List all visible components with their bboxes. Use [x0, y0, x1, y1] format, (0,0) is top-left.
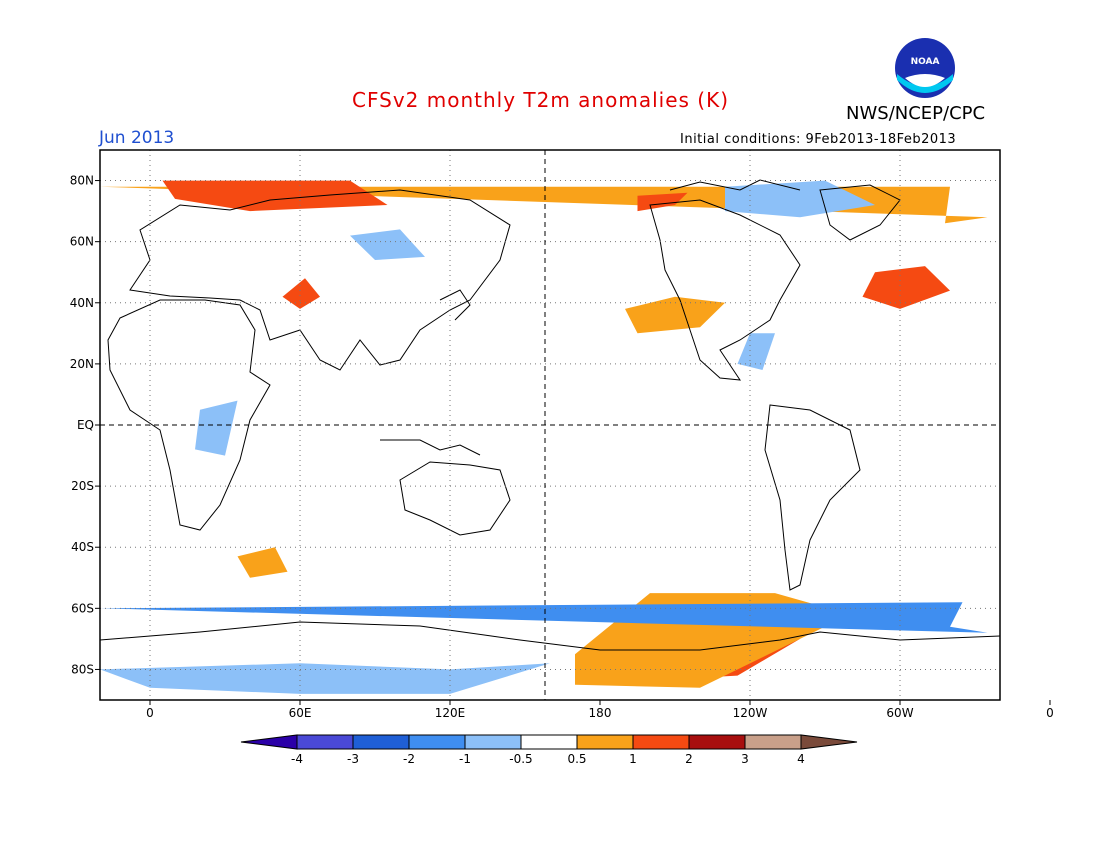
initial-conditions: Initial conditions: 9Feb2013-18Feb2013	[680, 132, 957, 147]
anomaly-region	[725, 180, 875, 218]
lon-tick-label: 60W	[886, 706, 913, 720]
colorbar-label: 0.5	[567, 752, 586, 766]
lon-tick-label: 0	[146, 706, 154, 720]
lat-tick-label: 60S	[71, 601, 94, 615]
lon-tick-label: 180	[589, 706, 612, 720]
colorbar-max-arrow	[800, 734, 858, 750]
anomaly-region	[100, 602, 988, 633]
colorbar-label: -4	[291, 752, 303, 766]
lon-tick-label: 60E	[289, 706, 312, 720]
lat-tick-label: 80S	[71, 662, 94, 676]
anomaly-region	[282, 278, 320, 309]
lat-tick-label: 40S	[71, 540, 94, 554]
lat-tick-label: 40N	[70, 296, 94, 310]
colorbar-label: -1	[459, 752, 471, 766]
lat-tick-label: 20N	[70, 357, 94, 371]
colorbar-swatch	[576, 734, 634, 750]
forecast-period: Jun 2013	[99, 128, 175, 148]
colorbar: -4 -3 -2 -1 -0.5 0.5 1 2 3 4	[240, 734, 858, 766]
anomaly-region	[737, 333, 775, 370]
lon-tick-label: 120W	[733, 706, 768, 720]
lon-tick-label: 0	[1046, 706, 1054, 720]
colorbar-swatch	[744, 734, 802, 750]
colorbar-swatch	[408, 734, 466, 750]
colorbar-label: 1	[629, 752, 637, 766]
map-title: CFSv2 monthly T2m anomalies (K)	[352, 88, 729, 112]
anomaly-shading	[100, 180, 988, 694]
anomaly-region	[237, 547, 288, 578]
agency-label: NWS/NCEP/CPC	[846, 103, 986, 124]
lat-tick-label: 80N	[70, 174, 94, 188]
colorbar-swatch	[296, 734, 354, 750]
lat-tick-label: 60N	[70, 235, 94, 249]
lat-tick-label: EQ	[77, 418, 94, 432]
colorbar-min-arrow	[240, 734, 298, 750]
anomaly-region	[862, 266, 950, 309]
colorbar-label: 4	[797, 752, 805, 766]
colorbar-label: 2	[685, 752, 693, 766]
anomaly-region	[195, 400, 238, 456]
anomaly-region	[162, 180, 388, 212]
noaa-logo: NOAA	[895, 38, 955, 98]
anomaly-region	[100, 663, 550, 694]
coastlines	[100, 179, 1000, 651]
colorbar-label: -0.5	[509, 752, 532, 766]
colorbar-swatch	[352, 734, 410, 750]
colorbar-label: -3	[347, 752, 359, 766]
colorbar-swatch	[632, 734, 690, 750]
colorbar-label: 3	[741, 752, 749, 766]
anomaly-region	[625, 296, 725, 334]
colorbar-swatch	[520, 734, 578, 750]
colorbar-swatch	[464, 734, 522, 750]
svg-text:NOAA: NOAA	[911, 57, 940, 67]
lon-tick-label: 120E	[435, 706, 466, 720]
colorbar-swatch	[688, 734, 746, 750]
axis-labels: 80N 60N 40N 20N EQ 20S 40S 60S 80S 0 60E 120E 180 120…	[70, 174, 1054, 720]
lat-tick-label: 20S	[71, 479, 94, 493]
anomaly-region	[350, 229, 425, 260]
colorbar-label: -2	[403, 752, 415, 766]
